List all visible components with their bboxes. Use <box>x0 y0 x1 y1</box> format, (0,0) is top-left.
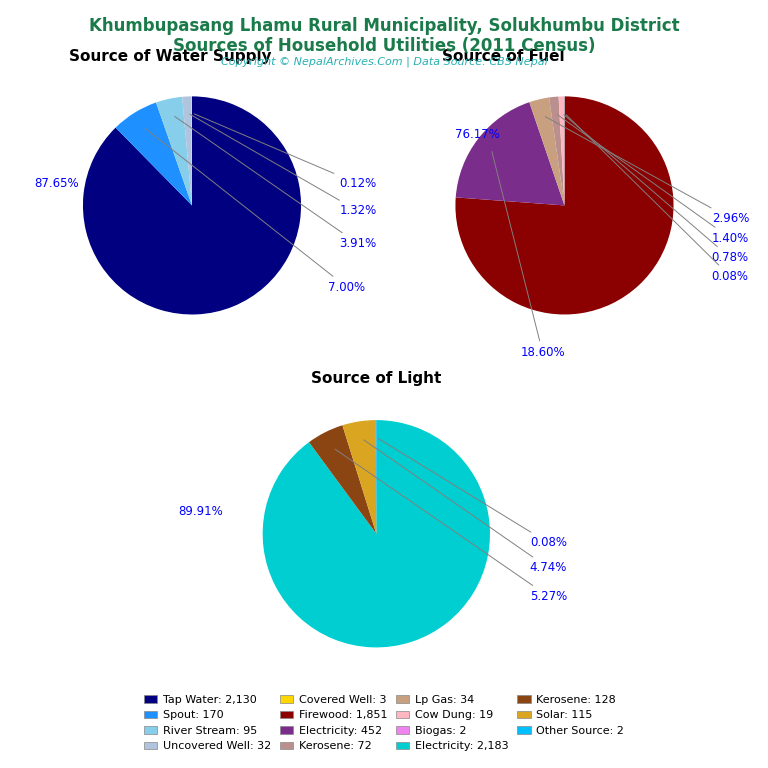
Text: 1.32%: 1.32% <box>190 114 376 217</box>
Wedge shape <box>549 97 564 206</box>
Text: 5.27%: 5.27% <box>335 449 567 603</box>
Text: 4.74%: 4.74% <box>364 440 567 574</box>
Text: 89.91%: 89.91% <box>178 505 223 518</box>
Wedge shape <box>343 420 376 534</box>
Text: Khumbupasang Lhamu Rural Municipality, Solukhumbu District: Khumbupasang Lhamu Rural Municipality, S… <box>88 17 680 35</box>
Wedge shape <box>558 97 564 206</box>
Text: 1.40%: 1.40% <box>558 114 749 245</box>
Text: 76.17%: 76.17% <box>455 128 500 141</box>
Wedge shape <box>182 97 192 206</box>
Text: 0.12%: 0.12% <box>194 114 376 190</box>
Text: 0.08%: 0.08% <box>379 439 567 549</box>
Wedge shape <box>191 97 192 206</box>
Text: 7.00%: 7.00% <box>145 128 366 293</box>
Text: 18.60%: 18.60% <box>492 151 565 359</box>
Text: Source of Fuel: Source of Fuel <box>442 49 564 64</box>
Wedge shape <box>83 97 301 315</box>
Wedge shape <box>156 97 192 206</box>
Text: 0.08%: 0.08% <box>566 114 749 283</box>
Text: 0.78%: 0.78% <box>564 114 749 264</box>
Legend: Tap Water: 2,130, Spout: 170, River Stream: 95, Uncovered Well: 32, Covered Well: Tap Water: 2,130, Spout: 170, River Stre… <box>141 691 627 755</box>
Title: Source of Light: Source of Light <box>311 372 442 386</box>
Text: 3.91%: 3.91% <box>174 117 376 250</box>
Wedge shape <box>455 102 564 206</box>
Text: 2.96%: 2.96% <box>545 117 749 225</box>
Wedge shape <box>116 102 192 206</box>
Wedge shape <box>309 425 376 534</box>
Wedge shape <box>263 420 490 647</box>
Text: 87.65%: 87.65% <box>34 177 78 190</box>
Wedge shape <box>529 98 564 206</box>
Text: Sources of Household Utilities (2011 Census): Sources of Household Utilities (2011 Cen… <box>173 37 595 55</box>
Wedge shape <box>455 97 674 314</box>
Text: Source of Water Supply: Source of Water Supply <box>69 49 272 64</box>
Text: Copyright © NepalArchives.Com | Data Source: CBS Nepal: Copyright © NepalArchives.Com | Data Sou… <box>220 57 548 68</box>
